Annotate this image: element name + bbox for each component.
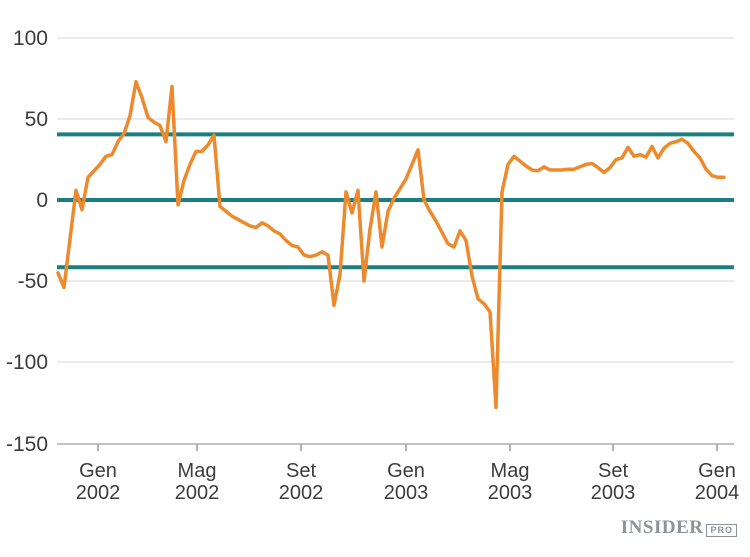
y-tick-label: 100 bbox=[13, 27, 48, 50]
x-tick-label-month: Gen bbox=[79, 460, 117, 482]
x-tick-label-month: Mag bbox=[491, 460, 530, 482]
insiderpro-logo: INSIDER PRO bbox=[621, 517, 737, 539]
x-tick-label-year: 2002 bbox=[279, 482, 324, 504]
x-tick-label-month: Gen bbox=[698, 460, 736, 482]
x-tick-label-month: Gen bbox=[387, 460, 425, 482]
x-tick-label-month: Set bbox=[286, 460, 316, 482]
x-tick-label-year: 2002 bbox=[175, 482, 220, 504]
logo-wordmark: INSIDER bbox=[620, 517, 704, 538]
x-tick-label-month: Mag bbox=[178, 460, 217, 482]
y-tick-label: 50 bbox=[25, 108, 48, 131]
y-tick-label: 0 bbox=[36, 189, 48, 212]
y-tick-label: -100 bbox=[6, 351, 48, 374]
y-tick-label: -50 bbox=[18, 270, 48, 293]
y-tick-label: -150 bbox=[6, 433, 48, 456]
x-tick-label-year: 2002 bbox=[76, 482, 121, 504]
series-line bbox=[56, 79, 726, 410]
x-tick-label-year: 2003 bbox=[591, 482, 636, 504]
x-tick-label-year: 2004 bbox=[695, 482, 740, 504]
x-tick-label-year: 2003 bbox=[488, 482, 533, 504]
x-tick-label-year: 2003 bbox=[384, 482, 429, 504]
logo-pro-badge: PRO bbox=[706, 524, 737, 537]
x-tick-label-month: Set bbox=[598, 460, 628, 482]
